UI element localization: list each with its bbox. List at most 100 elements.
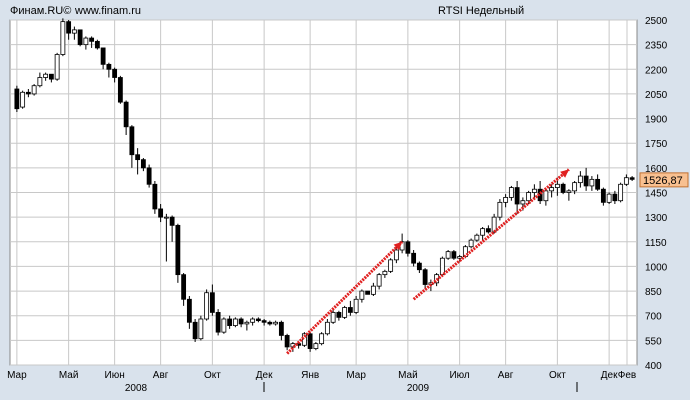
y-tick-label: 1300 [645,213,668,224]
y-tick-label: 1000 [645,262,668,273]
candle-body [330,312,336,323]
y-tick-label: 700 [645,312,662,323]
candle-body [221,318,227,333]
candle-body [255,318,261,322]
candle-body [181,274,187,300]
candle-body [526,192,532,202]
candle-body [284,335,290,348]
candle-body [531,188,537,193]
trend-line [412,168,570,301]
candle-body [135,154,141,161]
chart-title: RTSI Недельный [438,5,525,17]
candle-body [244,321,250,325]
candle-body [273,321,279,325]
y-tick-label: 1900 [645,115,668,126]
x-tick-label: Окт [549,370,566,381]
candle-body [370,285,376,295]
trend-arrowhead [393,241,403,251]
y-tick-label: 1450 [645,189,668,200]
y-tick-label: 1600 [645,164,668,175]
candle-body [37,77,43,87]
candle-body [163,216,169,219]
candle-body [140,159,146,169]
candle-body [158,208,164,218]
candle-body [468,239,474,248]
x-tick-label: Авг [153,370,169,381]
candle-body [422,269,428,285]
x-tick-label: Июл [449,370,469,381]
x-tick-label: Дек [256,370,273,381]
candle-body [365,290,371,295]
candle-body [491,216,497,233]
url-label: www.finam.ru [75,5,142,17]
candle-body [250,318,256,323]
y-axis-ticks: 400 550 700 850 1000 1150 1300 1450 1600 1750 1900… [645,16,668,372]
candle-body [94,40,100,49]
candle-body [301,333,307,346]
candle-body [554,183,560,188]
candle-body [393,249,399,261]
candle-body [117,77,123,103]
candle-body [480,228,486,236]
candle-body [175,224,181,276]
candle-body [232,318,238,326]
y-tick-label: 1750 [645,139,668,150]
candle-body [416,262,422,271]
candle-body [600,188,606,203]
candle-body [520,200,526,205]
x-tick-label: Июн [105,370,125,381]
candle-body [382,270,388,276]
candle-body [290,343,296,348]
candle-body [204,292,210,320]
candle-body [267,321,273,325]
candle-body [25,91,31,95]
grid-lines [10,19,637,366]
y-tick-label: 400 [645,361,662,372]
candle-body [606,193,612,203]
x-tick-label: Фев [618,370,636,381]
candle-body [313,343,319,349]
candle-body [457,256,463,259]
candle-body [227,318,233,326]
last-price-label: 1526,87 [643,175,683,187]
x-year-label: 2008 [125,383,148,394]
candle-body [319,333,325,345]
candle-body [83,37,89,46]
candle-body [451,251,457,259]
source-label: Финам.RU© [10,5,72,17]
candle-body [54,54,60,80]
candle-body [112,68,118,78]
candle-body [589,178,595,187]
candle-body [583,175,589,187]
trend-line [286,240,404,355]
candle-body [192,321,198,340]
last-price-tag: 1526,87 [639,172,689,188]
candle-body [612,193,618,202]
x-tick-label: Мар [7,370,27,381]
candle-body [324,321,330,335]
candle-body [572,182,578,192]
candle-body [411,252,417,264]
candle-body [129,126,135,156]
x-axis-ticks: Мар Май Июн Авг Окт Дек Янв Мар Май Июл Авг Окт Дек Ф… [7,370,636,394]
trend-arrows [286,168,570,355]
candle-body [215,312,221,333]
candle-body [14,88,20,110]
candle-body [549,187,555,192]
candle-body [31,85,37,95]
candle-body [278,321,284,336]
x-tick-label: Май [398,370,418,381]
candle-body [474,234,480,241]
candle-body [342,307,348,318]
x-tick-label: Мар [346,370,366,381]
candle-body [618,183,624,202]
candle-body [577,175,583,184]
candle-body [543,190,549,202]
x-tick-label: Окт [204,370,221,381]
candle-body [347,307,353,313]
candle-body [405,241,411,254]
candles [14,18,635,352]
candle-body [71,29,77,34]
